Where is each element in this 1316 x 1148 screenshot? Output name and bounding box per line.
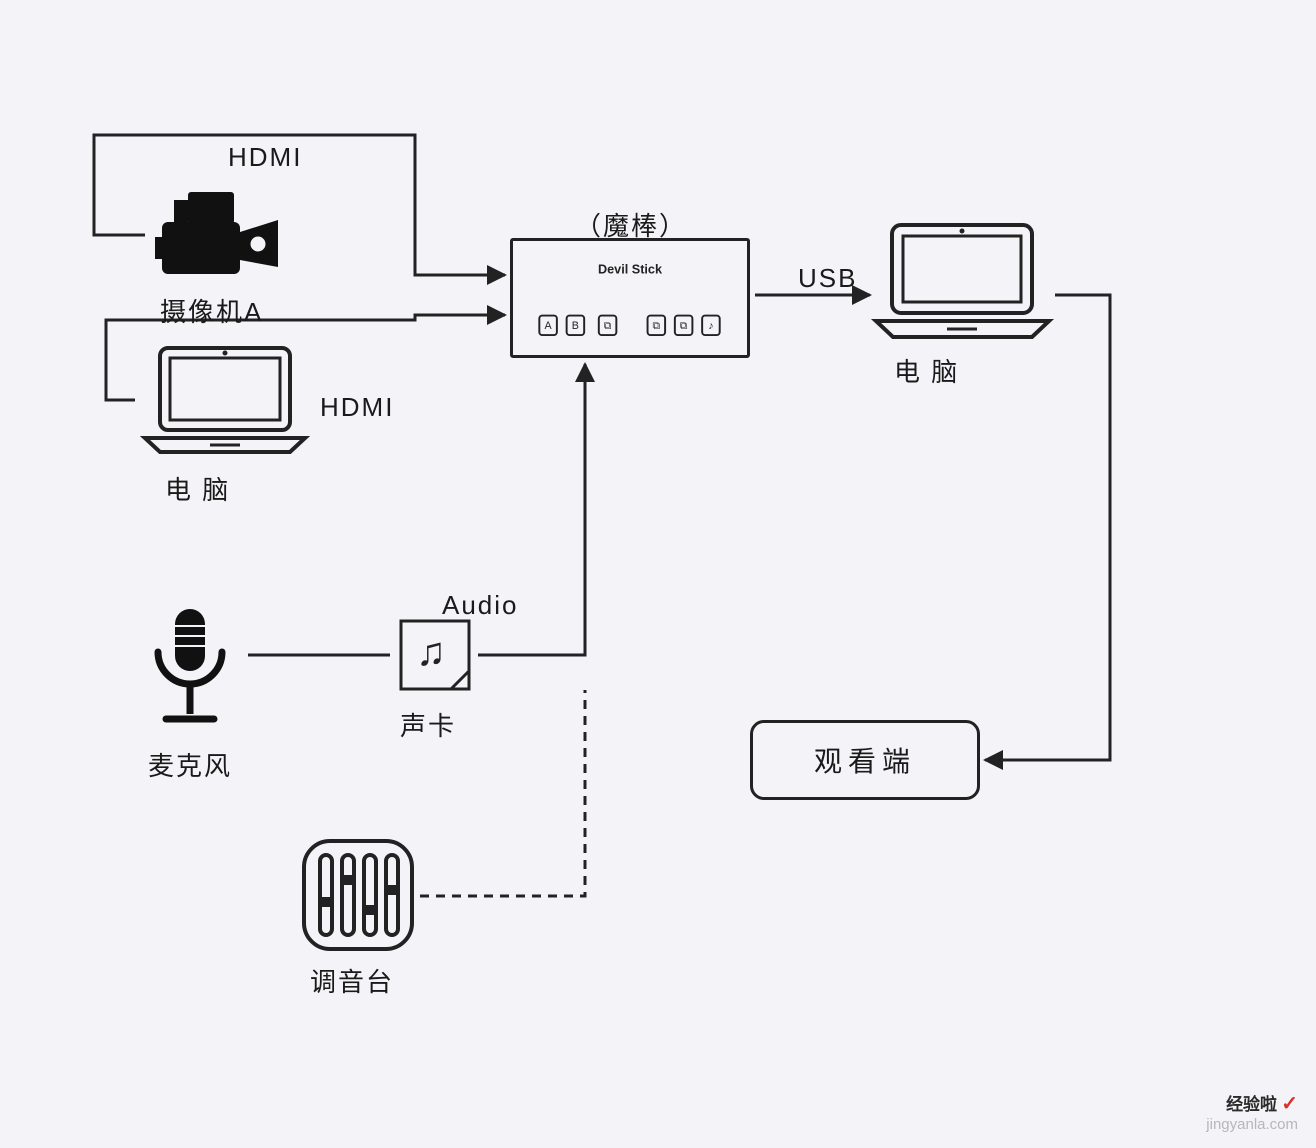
watermark-check-icon: ✓ bbox=[1281, 1093, 1298, 1115]
soundcard-icon: ♫ bbox=[395, 615, 475, 695]
svg-text:⧉: ⧉ bbox=[604, 320, 612, 332]
label-laptop-in: 电 脑 bbox=[165, 470, 230, 507]
svg-text:♫: ♫ bbox=[416, 630, 446, 674]
label-hdmi-top: HDMI bbox=[228, 142, 302, 173]
label-mixer: 调音台 bbox=[310, 962, 394, 999]
wand-device: Devil Stick A B ⧉ ⧉ ⧉ ♪ bbox=[510, 238, 750, 358]
svg-text:♪: ♪ bbox=[708, 320, 713, 332]
microphone-icon bbox=[130, 604, 250, 739]
viewer-box: 观看端 bbox=[750, 720, 980, 800]
wand-title-text: Devil Stick bbox=[598, 263, 663, 277]
connection-lines bbox=[0, 0, 1316, 1148]
diagram-canvas: Devil Stick A B ⧉ ⧉ ⧉ ♪ bbox=[0, 0, 1316, 1148]
svg-text:A: A bbox=[545, 320, 553, 332]
laptop-in-icon bbox=[140, 340, 310, 460]
edge-laptop-viewer bbox=[985, 295, 1110, 760]
label-laptop-out: 电 脑 bbox=[894, 352, 959, 389]
viewer-label: 观看端 bbox=[814, 740, 916, 780]
watermark-brand: 经验啦 bbox=[1226, 1095, 1277, 1114]
watermark-site: jingyanla.com bbox=[1206, 1116, 1298, 1133]
svg-text:⧉: ⧉ bbox=[680, 320, 688, 332]
watermark: 经验啦 ✓ jingyanla.com bbox=[1206, 1092, 1298, 1134]
label-camera: 摄像机A bbox=[160, 292, 263, 329]
laptop-out-icon bbox=[870, 215, 1055, 343]
label-wand: （魔棒） bbox=[575, 206, 687, 243]
label-usb: USB bbox=[798, 263, 857, 294]
label-hdmi-bottom: HDMI bbox=[320, 392, 394, 423]
label-mic: 麦克风 bbox=[148, 746, 232, 783]
svg-text:B: B bbox=[572, 320, 579, 332]
label-soundcard: 声卡 bbox=[400, 706, 456, 743]
mixer-icon bbox=[298, 835, 418, 955]
camera-icon bbox=[150, 182, 290, 282]
label-audio: Audio bbox=[442, 590, 519, 621]
svg-text:⧉: ⧉ bbox=[652, 320, 660, 332]
